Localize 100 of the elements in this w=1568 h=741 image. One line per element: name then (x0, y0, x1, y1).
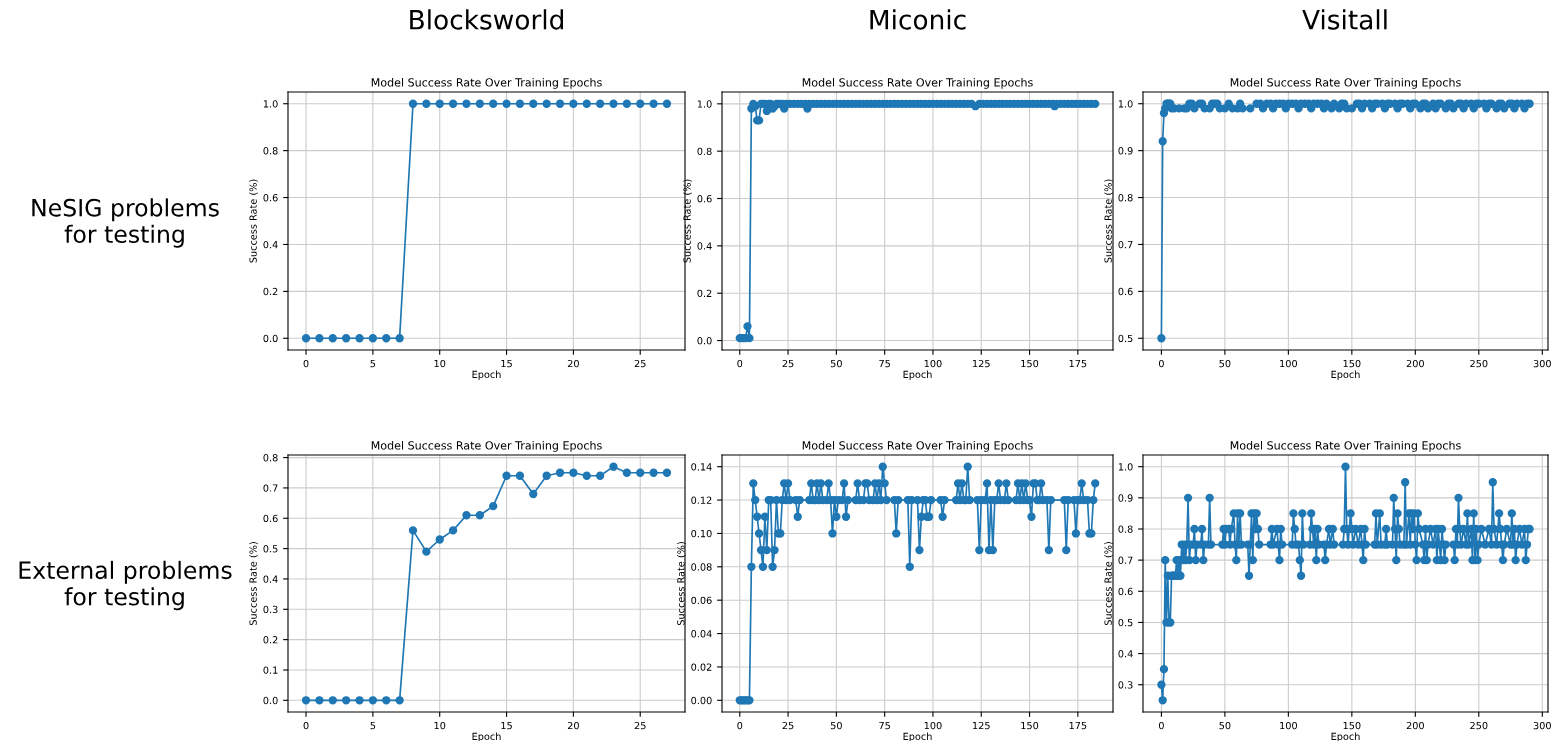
point (422, 547, 431, 556)
y-axis-title: Success Rate (%) (1104, 542, 1113, 626)
x-tick-label: 75 (879, 360, 890, 368)
y-tick-label: 0.4 (697, 242, 712, 250)
x-tick-label: 200 (1406, 721, 1424, 730)
point (448, 526, 458, 535)
point (355, 696, 364, 705)
y-tick-label: 0.7 (1118, 556, 1133, 564)
y-tick-label: 0.04 (691, 630, 712, 638)
point (515, 471, 525, 480)
y-tick-label: 0.7 (1118, 240, 1133, 249)
y-tick-label: 0.06 (691, 596, 712, 605)
x-tick-label: 300 (1533, 721, 1551, 730)
y-axis-title: Success Rate (%) (683, 179, 692, 263)
x-tick-label: 50 (1219, 359, 1231, 368)
y-tick-label: 1.0 (1118, 463, 1133, 471)
y-tick-label: 0.4 (263, 240, 278, 249)
x-tick-label: 150 (1343, 359, 1361, 368)
x-axis-title: Epoch (472, 732, 501, 741)
x-tick-label: 0 (303, 359, 309, 368)
x-tick-label: 5 (370, 360, 376, 368)
x-tick-label: 0 (1158, 721, 1164, 730)
x-tick-label: 125 (973, 721, 990, 730)
x-tick-label: 15 (501, 360, 512, 368)
y-tick-label: 0.0 (263, 696, 278, 705)
point (649, 468, 658, 477)
y-tick-label: 0.5 (1118, 334, 1133, 343)
point (636, 468, 645, 477)
y-axis-title: Success Rate (%) (677, 542, 686, 626)
point (569, 468, 578, 477)
y-axis-title: Success Rate (%) (249, 542, 258, 626)
point (542, 471, 551, 480)
point (582, 471, 591, 480)
x-tick-label: 0 (1158, 359, 1164, 368)
x-tick-label: 125 (973, 359, 990, 368)
x-tick-label: 100 (1280, 721, 1297, 730)
chart-title: Model Success Rate Over Training Epochs (802, 78, 1033, 89)
x-tick-label: 100 (1280, 359, 1297, 368)
x-axis-title: Epoch (1331, 732, 1360, 741)
x-tick-label: 150 (1021, 359, 1039, 368)
y-tick-label: 0.6 (263, 194, 278, 202)
chart-title: Model Success Rate Over Training Epochs (371, 78, 602, 89)
point (622, 468, 632, 477)
x-tick-label: 15 (501, 722, 512, 730)
x-axis-title: Epoch (472, 370, 501, 380)
x-tick-label: 175 (1069, 360, 1087, 368)
y-tick-label: 0.08 (691, 563, 712, 571)
x-tick-label: 0 (737, 359, 743, 368)
y-tick-label: 0.2 (263, 287, 278, 296)
y-tick-label: 0.5 (263, 545, 278, 553)
x-tick-label: 150 (1021, 721, 1039, 730)
chart-title: Model Success Rate Over Training Epochs (371, 441, 602, 452)
y-axis-title: Success Rate (%) (249, 179, 258, 263)
text: NeSIG problems for testing (32, 198, 219, 248)
x-tick-label: 75 (879, 722, 890, 730)
y-tick-label: 0.1 (263, 666, 278, 674)
point (595, 471, 605, 480)
x-tick-label: 5 (370, 722, 376, 730)
y-tick-label: 0.3 (1118, 681, 1133, 689)
point (368, 696, 378, 705)
text: External problems for testing (19, 560, 232, 611)
y-tick-label: 0.8 (263, 147, 278, 155)
y-tick-label: 0.6 (263, 514, 278, 523)
y-tick-label: 0.5 (1118, 618, 1133, 627)
x-tick-label: 25 (782, 721, 794, 730)
y-tick-label: 0.00 (691, 696, 712, 705)
point (502, 471, 511, 480)
text: Blocksworld (410, 9, 563, 30)
y-tick-label: 0.14 (691, 463, 712, 471)
x-tick-label: 100 (924, 359, 942, 368)
chart-title: Model Success Rate Over Training Epochs (1230, 441, 1461, 452)
x-tick-label: 25 (634, 721, 646, 730)
text: Visitall (1302, 9, 1387, 30)
y-tick-label: 1.0 (263, 100, 278, 108)
point (475, 511, 484, 520)
point (555, 468, 565, 477)
y-tick-label: 0.6 (1118, 587, 1133, 596)
y-tick-label: 0.8 (697, 147, 712, 156)
y-tick-label: 1.0 (1118, 100, 1133, 108)
x-tick-label: 20 (567, 721, 579, 730)
point (315, 696, 324, 705)
point (328, 696, 337, 705)
point (301, 696, 311, 705)
point (662, 468, 672, 477)
x-axis-title: Epoch (903, 732, 932, 741)
point (489, 501, 498, 511)
y-tick-label: 0.2 (697, 289, 712, 298)
x-tick-label: 25 (782, 359, 794, 368)
x-tick-label: 250 (1470, 359, 1488, 368)
x-tick-label: 300 (1533, 359, 1551, 368)
y-tick-label: 0.6 (697, 194, 712, 203)
x-tick-label: 100 (924, 721, 942, 730)
point (341, 696, 351, 705)
y-tick-label: 0.8 (1118, 525, 1133, 533)
y-tick-label: 0.9 (1118, 147, 1133, 155)
x-tick-label: 175 (1069, 722, 1087, 730)
y-tick-label: 0.2 (263, 636, 278, 644)
y-tick-label: 0.12 (691, 496, 712, 504)
point (462, 511, 471, 520)
point (529, 489, 538, 499)
